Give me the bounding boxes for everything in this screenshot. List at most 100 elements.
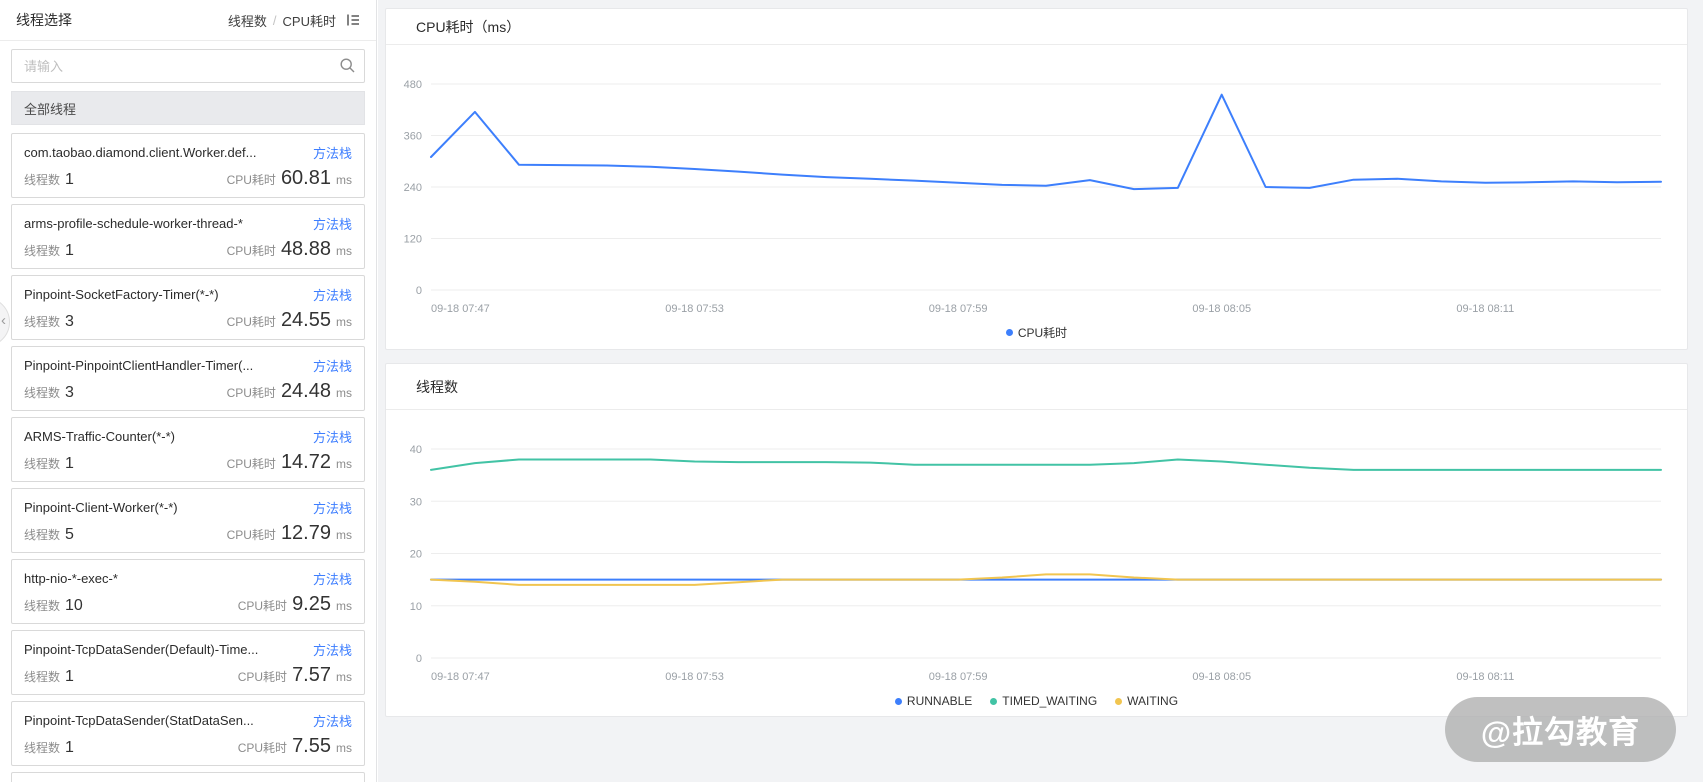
method-stack-link[interactable]: 方法栈 <box>312 501 352 516</box>
thread-count-chart-legend: RUNNABLE TIMED_WAITING WAITING <box>386 694 1687 708</box>
thread-card[interactable]: Pinpoint-TcpDataSender(Default)-Time... … <box>11 630 365 695</box>
legend-dot <box>1005 329 1013 336</box>
cpu-time-value: 14.72 <box>280 451 331 473</box>
thread-card-top-row: Pinpoint-TcpDataSender(Default)-Time... … <box>24 640 352 659</box>
thread-count-value: 1 <box>65 242 74 259</box>
thread-count-label: 线程数 <box>24 528 61 542</box>
thread-card-top-row: Pinpoint-TcpDataSender(StatDataSen... 方法… <box>24 711 352 730</box>
ms-unit: ms <box>336 741 352 755</box>
thread-card[interactable]: Pinpoint-PinpointClientHandler-Timer(...… <box>11 346 365 411</box>
cpu-time-group: CPU耗时 24.48 ms <box>227 380 352 403</box>
watermark: @拉勾教育 <box>1445 697 1676 762</box>
cpu-time-group: CPU耗时 48.88 ms <box>227 238 352 261</box>
thread-card-stats-row: 线程数 1 CPU耗时 7.55 ms <box>24 735 352 758</box>
thread-card[interactable]: com.taobao.diamond.client.Worker.def... … <box>11 133 365 198</box>
thread-card-top-row: Pinpoint-Client-Worker(*-*) 方法栈 <box>24 498 352 517</box>
legend-label: TIMED_WAITING <box>1002 694 1098 708</box>
method-stack-link[interactable]: 方法栈 <box>312 288 352 303</box>
cpu-time-group: CPU耗时 60.81 ms <box>227 167 352 190</box>
all-threads-label: 全部线程 <box>24 101 77 117</box>
thread-card[interactable]: Pinpoint-SocketFactory-Timer(*-*) 方法栈 线程… <box>11 275 365 340</box>
thread-name: ARMS-Traffic-Counter(*-*) <box>24 429 175 444</box>
thread-name: Pinpoint-PinpointClientHandler-Timer(... <box>24 358 254 373</box>
thread-card[interactable]: Pinpoint-TcpDataSender(StatDataSen... 方法… <box>11 701 365 766</box>
thread-name: arms-profile-schedule-worker-thread-* <box>24 216 243 231</box>
search-box <box>11 49 365 83</box>
sort-controls: 线程数 / CPU耗时 <box>228 11 360 30</box>
sidebar-header: 线程选择 线程数 / CPU耗时 <box>0 0 376 41</box>
method-stack-link[interactable]: 方法栈 <box>312 643 352 658</box>
method-stack-link[interactable]: 方法栈 <box>312 146 352 161</box>
ms-unit: ms <box>336 173 352 187</box>
method-stack-link[interactable]: 方法栈 <box>312 217 352 232</box>
thread-count-group: 线程数 1 <box>24 455 74 473</box>
cpu-time-value: 24.55 <box>280 309 331 331</box>
cpu-time-label: CPU耗时 <box>226 173 276 187</box>
thread-count-value: 10 <box>65 597 83 614</box>
thread-count-chart: 0 10 20 30 40 09-18 07:47 09-18 07:53 09-18 07:… <box>410 444 1662 683</box>
thread-count-label: 线程数 <box>24 670 61 684</box>
svg-text:240: 240 <box>404 182 422 194</box>
list-sort-icon[interactable] <box>346 13 360 27</box>
cpu-time-value: 9.25 <box>292 593 331 615</box>
thread-card[interactable]: http-nio-*-exec-* 方法栈 线程数 10 CPU耗时 9.25 ms <box>11 559 365 624</box>
ms-unit: ms <box>336 599 352 613</box>
search-icon[interactable] <box>339 57 356 79</box>
ms-unit: ms <box>336 315 352 329</box>
thread-card[interactable]: Pinpoint-Client-Worker(*-*) 方法栈 线程数 5 CPU… <box>11 488 365 553</box>
thread-card-stats-row: 线程数 3 CPU耗时 24.48 ms <box>24 380 352 403</box>
legend-item-WAITING[interactable]: WAITING <box>1115 694 1178 708</box>
ms-unit: ms <box>336 244 352 258</box>
thread-count-label: 线程数 <box>24 741 61 755</box>
svg-text:09-18 07:47: 09-18 07:47 <box>431 671 490 683</box>
thread-card-top-row: ARMS-Traffic-Counter(*-*) 方法栈 <box>24 427 352 446</box>
method-stack-link[interactable]: 方法栈 <box>312 430 352 445</box>
thread-card[interactable]: arms-profile-schedule-worker-thread-* 方法… <box>11 204 365 269</box>
chevron-left-icon: ‹ <box>1 312 6 329</box>
sort-separator: / <box>272 12 277 28</box>
thread-card-top-row: http-nio-*-exec-* 方法栈 <box>24 569 352 588</box>
method-stack-link[interactable]: 方法栈 <box>312 359 352 374</box>
svg-text:10: 10 <box>410 601 422 613</box>
legend-item-RUNNABLE[interactable]: RUNNABLE <box>894 694 972 708</box>
thread-count-group: 线程数 1 <box>24 668 74 686</box>
all-threads-item[interactable]: 全部线程 <box>11 91 365 125</box>
cpu-time-group: CPU耗时 24.55 ms <box>227 309 352 332</box>
svg-text:30: 30 <box>410 496 422 508</box>
method-stack-link[interactable]: 方法栈 <box>312 572 352 587</box>
legend-item-CPU耗时[interactable]: CPU耗时 <box>1005 324 1067 341</box>
svg-text:40: 40 <box>410 444 422 456</box>
cpu-time-group: CPU耗时 7.55 ms <box>238 735 352 758</box>
search-input[interactable] <box>11 49 365 83</box>
thread-card-stats-row: 线程数 5 CPU耗时 12.79 ms <box>24 522 352 545</box>
method-stack-link[interactable]: 方法栈 <box>312 714 352 729</box>
svg-text:09-18 07:47: 09-18 07:47 <box>431 303 490 315</box>
cpu-time-group: CPU耗时 14.72 ms <box>227 451 352 474</box>
ms-unit: ms <box>336 528 352 542</box>
sort-by-thread-count[interactable]: 线程数 <box>227 13 267 29</box>
sort-by-cpu-time[interactable]: CPU耗时 <box>282 13 336 29</box>
ms-unit: ms <box>336 457 352 471</box>
thread-count-label: 线程数 <box>24 457 61 471</box>
cpu-time-group: CPU耗时 12.79 ms <box>227 522 352 545</box>
thread-count-chart-card: 线程数 0 10 20 30 40 09-18 07:47 09-18 07:53 09-18… <box>385 363 1688 717</box>
cpu-time-label: CPU耗时 <box>226 315 276 329</box>
thread-count-group: 线程数 3 <box>24 313 74 331</box>
svg-text:0: 0 <box>416 285 422 297</box>
legend-dot <box>1115 697 1123 705</box>
thread-count-value: 1 <box>65 455 74 472</box>
svg-text:09-18 07:53: 09-18 07:53 <box>665 303 724 315</box>
thread-card-partial[interactable] <box>11 772 365 782</box>
page-title: 线程选择 <box>16 12 72 28</box>
thread-card-top-row: Pinpoint-SocketFactory-Timer(*-*) 方法栈 <box>24 285 352 304</box>
cpu-time-label: CPU耗时 <box>226 244 276 258</box>
thread-count-group: 线程数 10 <box>24 597 83 615</box>
thread-selector-sidebar: 线程选择 线程数 / CPU耗时 全部线程 <box>0 0 377 782</box>
svg-text:20: 20 <box>410 549 422 561</box>
thread-card[interactable]: ARMS-Traffic-Counter(*-*) 方法栈 线程数 1 CPU耗时… <box>11 417 365 482</box>
cpu-time-value: 48.88 <box>280 238 331 260</box>
svg-text:09-18 07:53: 09-18 07:53 <box>665 671 724 683</box>
thread-card-top-row: arms-profile-schedule-worker-thread-* 方法… <box>24 214 352 233</box>
cpu-time-value: 7.57 <box>292 664 331 686</box>
legend-item-TIMED_WAITING[interactable]: TIMED_WAITING <box>990 694 1097 708</box>
